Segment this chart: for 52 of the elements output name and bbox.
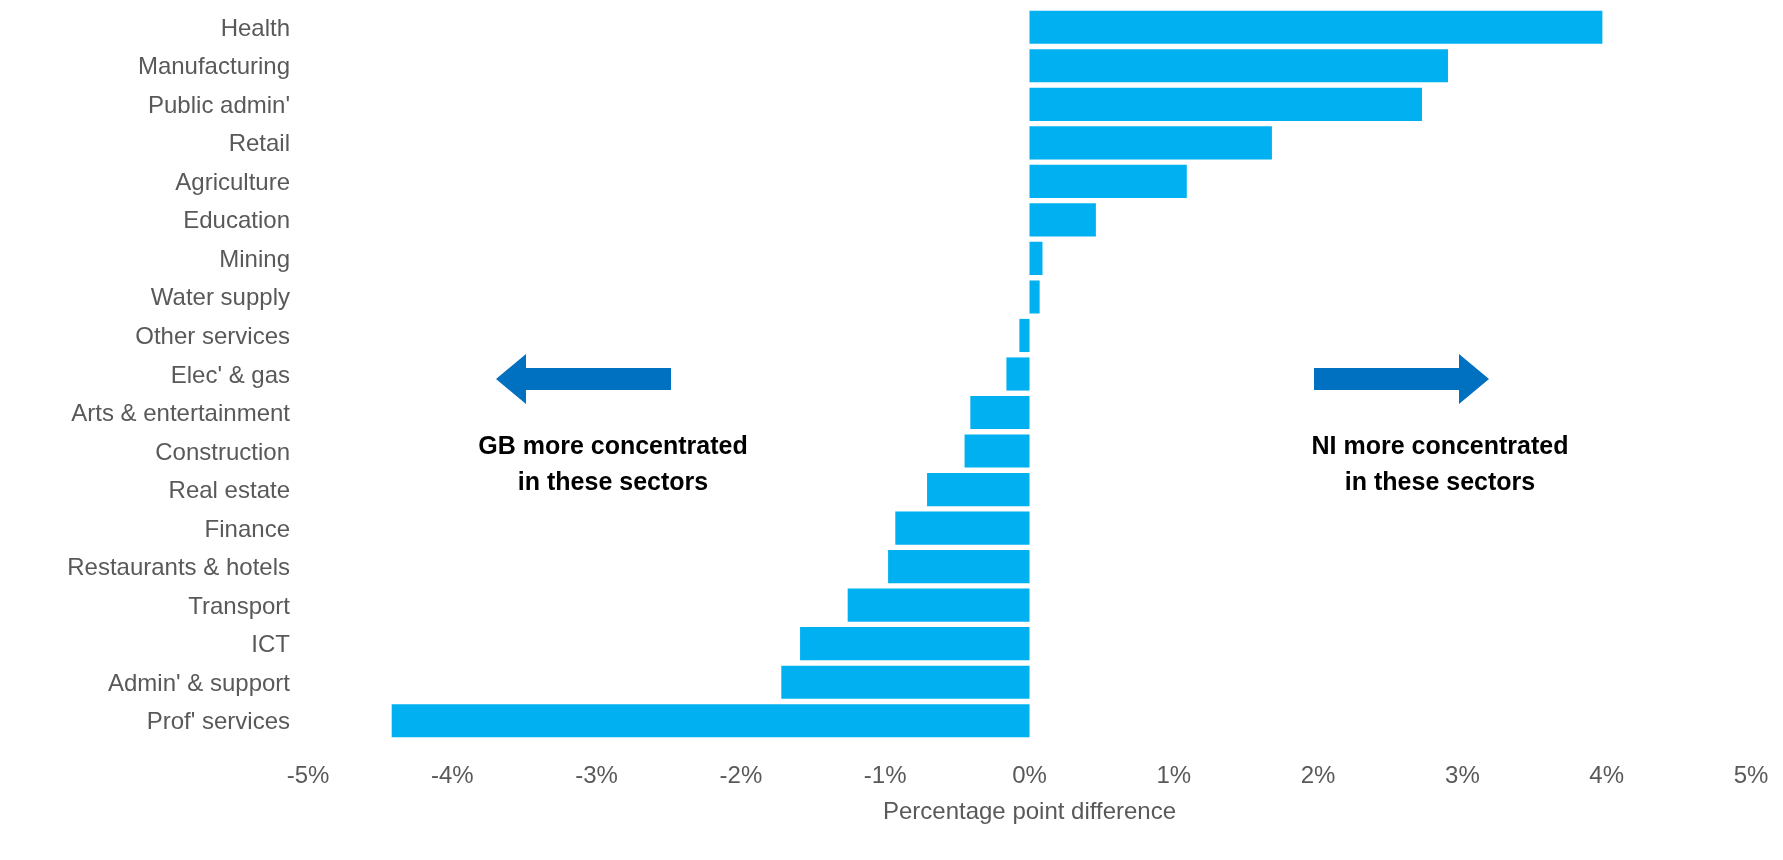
y-tick-label: Restaurants & hotels	[67, 553, 290, 581]
y-tick-label: Education	[183, 206, 290, 234]
annotation: GB more concentrated in these sectors	[478, 431, 748, 495]
bar	[800, 627, 1030, 661]
x-tick-label: 5%	[1733, 760, 1769, 788]
bar	[888, 550, 1030, 584]
x-axis-title: Percentage point difference	[882, 796, 1177, 824]
bar	[781, 665, 1030, 699]
y-tick-label: Agriculture	[175, 167, 290, 195]
x-tick-label: -4%	[430, 760, 474, 788]
y-tick-label: Prof' services	[146, 707, 290, 735]
bar	[1029, 49, 1448, 83]
y-tick-label: Transport	[188, 591, 291, 619]
x-tick-label: -1%	[863, 760, 907, 788]
y-tick-label: Public admin'	[148, 90, 290, 118]
bar	[1029, 203, 1096, 237]
x-tick-label: -5%	[286, 760, 330, 788]
bar	[391, 704, 1030, 738]
bar	[1019, 318, 1030, 353]
bar	[847, 588, 1030, 622]
y-tick-label: Retail	[228, 129, 290, 157]
y-tick-label: Water supply	[150, 283, 290, 311]
bar	[1029, 164, 1187, 198]
y-tick-label: ICT	[251, 630, 291, 658]
x-tick-label: -3%	[575, 760, 618, 788]
y-tick-label: Other services	[135, 321, 290, 349]
y-tick-label: Health	[220, 13, 290, 41]
bar	[1006, 357, 1030, 391]
bar	[1029, 10, 1603, 44]
y-tick-label: Manufacturing	[137, 52, 290, 80]
y-tick-label: Mining	[219, 244, 290, 272]
bar	[1029, 280, 1040, 314]
y-tick-label: Admin' & support	[107, 668, 291, 696]
bar	[1029, 126, 1272, 160]
y-tick-label: Arts & entertainment	[71, 399, 291, 427]
x-tick-label: 2%	[1300, 760, 1336, 788]
bar	[1029, 241, 1043, 275]
bar	[964, 434, 1030, 468]
bar	[895, 511, 1030, 545]
bar	[927, 473, 1030, 507]
bar	[1029, 87, 1422, 121]
x-tick-label: 1%	[1156, 760, 1192, 788]
bar	[970, 395, 1030, 430]
annotation: NI more concentrated in these sectors	[1311, 431, 1569, 495]
x-tick-label: 4%	[1589, 760, 1625, 788]
x-tick-label: 0%	[1012, 760, 1047, 788]
y-tick-label: Real estate	[168, 476, 290, 504]
y-tick-label: Elec' & gas	[170, 360, 290, 388]
x-tick-label: -2%	[719, 760, 763, 788]
x-tick-label: 3%	[1445, 760, 1480, 788]
y-tick-label: Construction	[155, 437, 290, 465]
y-tick-label: Finance	[204, 514, 290, 542]
